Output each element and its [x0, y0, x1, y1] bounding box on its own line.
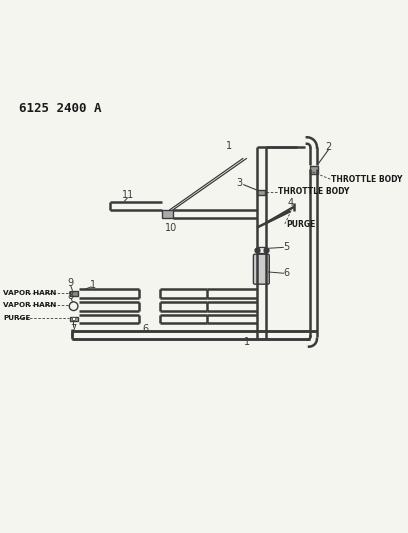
Text: 11: 11: [122, 190, 134, 200]
Text: 9: 9: [67, 278, 73, 288]
Bar: [162, 210, 173, 218]
Text: THROTTLE BODY: THROTTLE BODY: [331, 175, 403, 184]
Text: 6: 6: [143, 324, 149, 334]
Text: 4: 4: [287, 198, 293, 208]
Text: VAPOR HARN: VAPOR HARN: [3, 303, 56, 309]
Text: 1: 1: [226, 141, 232, 150]
FancyBboxPatch shape: [253, 254, 269, 284]
Bar: [70, 317, 78, 321]
Text: 10: 10: [165, 223, 177, 233]
Bar: [72, 318, 75, 320]
Text: 3: 3: [237, 179, 243, 189]
Text: 6: 6: [284, 268, 290, 278]
Text: PURGE: PURGE: [286, 221, 316, 230]
Text: 1: 1: [244, 337, 250, 348]
Text: 8: 8: [67, 291, 73, 301]
Text: VAPOR HARN: VAPOR HARN: [3, 290, 56, 296]
Text: PURGE: PURGE: [3, 315, 31, 321]
Bar: [70, 290, 78, 296]
Text: 6125 2400 A: 6125 2400 A: [20, 102, 102, 115]
Text: 7: 7: [70, 324, 76, 334]
Text: 1: 1: [91, 279, 97, 289]
Text: 5: 5: [284, 241, 290, 252]
Text: 2: 2: [326, 142, 332, 152]
Bar: [310, 166, 318, 174]
Bar: [257, 247, 265, 253]
Bar: [257, 190, 265, 196]
Text: THROTTLE BODY: THROTTLE BODY: [277, 187, 349, 196]
